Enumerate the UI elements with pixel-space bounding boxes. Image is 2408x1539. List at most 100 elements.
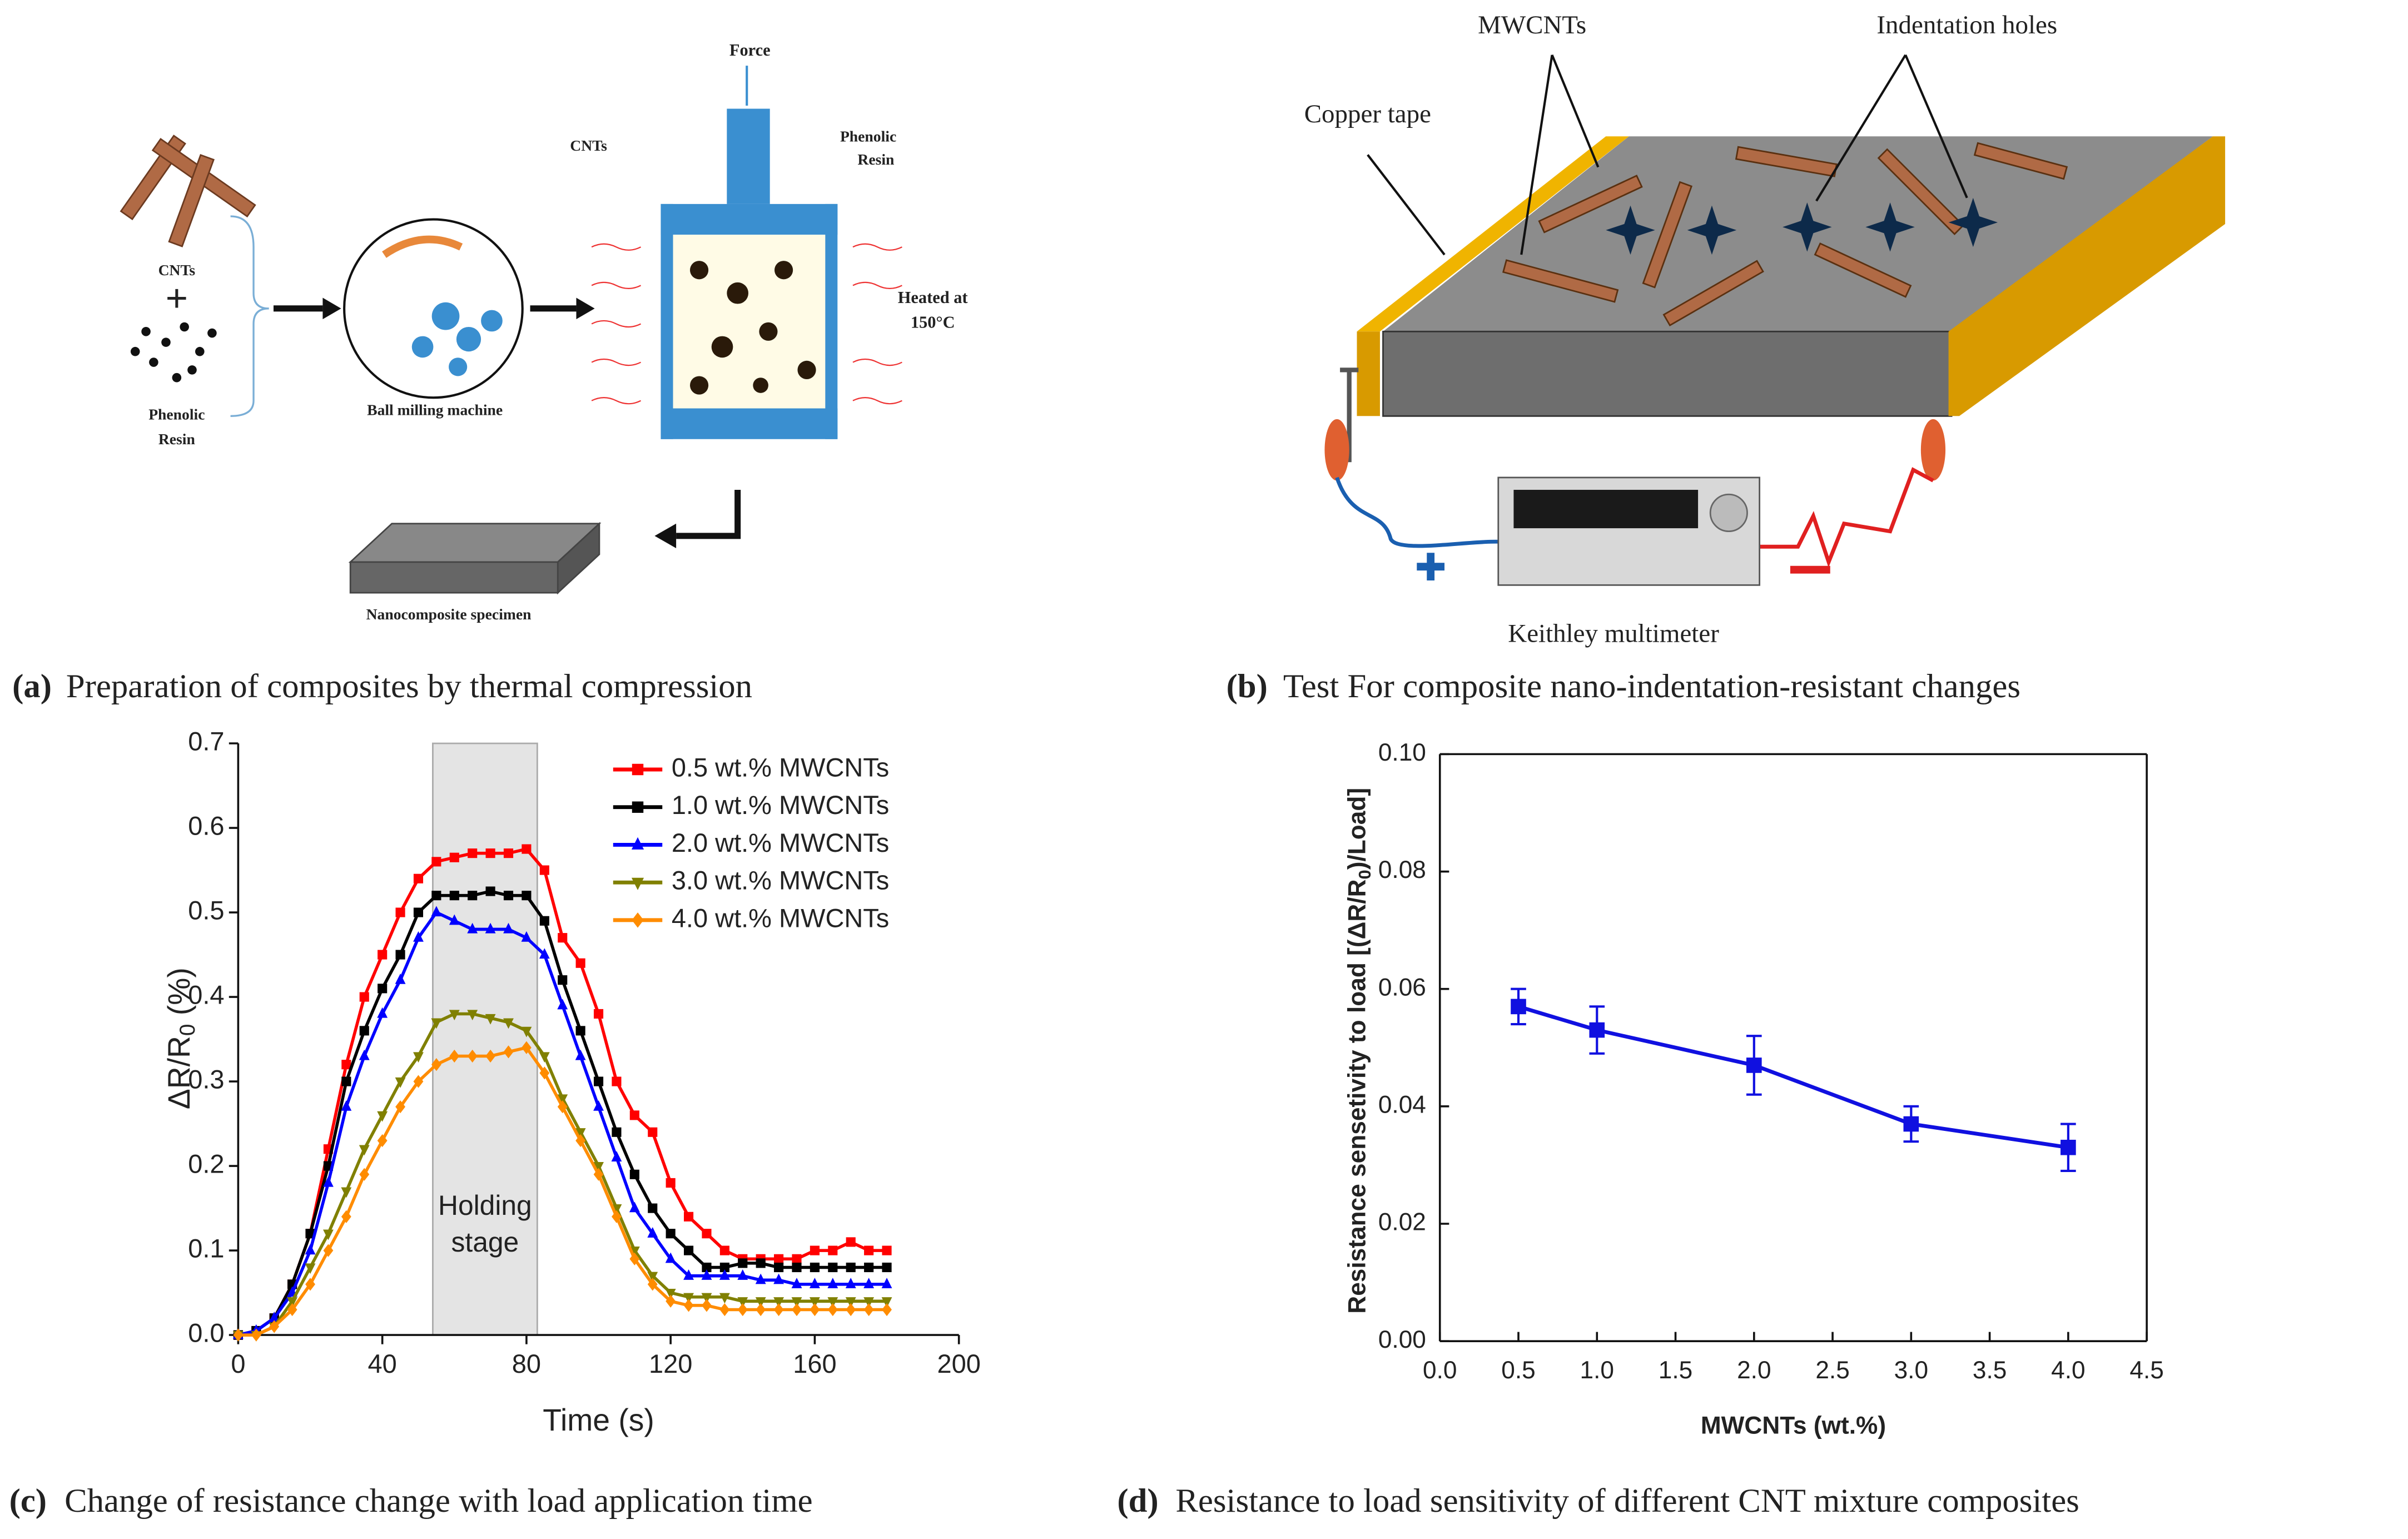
caption-label: (a): [12, 668, 52, 705]
marker: [251, 1328, 261, 1342]
marker: [881, 1278, 892, 1289]
marker: [359, 1145, 370, 1156]
wire: [1335, 476, 1506, 548]
plus-sign: [1417, 553, 1445, 581]
clip: [1340, 368, 1359, 463]
marker: [881, 1297, 892, 1308]
y-label-part: )/Load]: [1343, 788, 1371, 870]
marker: [593, 1161, 604, 1173]
marker: [539, 1052, 550, 1063]
label: Indentation holes: [1876, 11, 2057, 39]
marker: [755, 1273, 766, 1284]
marker: [773, 1303, 784, 1317]
marker: [539, 865, 549, 875]
marker: [395, 907, 405, 917]
caption: Preparation of composites by thermal com…: [66, 668, 752, 705]
y-tick-label: 0.00: [1378, 1326, 1426, 1353]
marker: [431, 1018, 442, 1029]
marker: [485, 848, 495, 858]
marker: [755, 1297, 766, 1308]
marker: [647, 1227, 658, 1238]
marker: [827, 1303, 838, 1317]
marker: [413, 873, 424, 883]
arrowhead: [654, 523, 677, 549]
marker: [287, 1286, 298, 1297]
marker: [431, 906, 442, 917]
marker: [611, 1151, 622, 1162]
marker: [395, 973, 406, 984]
x-tick-label: 1.0: [1580, 1357, 1614, 1384]
marker: [792, 1262, 802, 1273]
display: [1513, 489, 1699, 529]
y-tick-label: 0.2: [188, 1149, 224, 1178]
y-label-sub: 0: [1355, 870, 1374, 879]
marker: [683, 1212, 694, 1222]
marker: [774, 1262, 784, 1273]
y-tick-label: 0.6: [188, 811, 224, 840]
marker: [629, 1110, 639, 1120]
marker: [810, 1245, 820, 1255]
marker: [2061, 1139, 2076, 1155]
marker: [485, 922, 496, 934]
marker: [539, 1066, 550, 1080]
marker: [774, 1254, 784, 1264]
y-tick-label: 0.10: [1378, 739, 1426, 766]
marker: [863, 1278, 875, 1289]
label: Keithley multimeter: [1508, 619, 1719, 648]
marker: [756, 1258, 766, 1268]
y-tick-label: 0.4: [188, 980, 224, 1009]
marker: [359, 1026, 369, 1036]
marker: [575, 1049, 586, 1060]
marker: [647, 1278, 658, 1291]
marker: [539, 948, 550, 959]
marker: [846, 1237, 856, 1247]
diagram-b: MWCNTs Indentation holes Copper tape Kei…: [1304, 11, 2226, 648]
label: Force: [729, 41, 771, 59]
x-tick-label: 1.5: [1659, 1357, 1692, 1384]
marker: [809, 1297, 820, 1308]
marker: [521, 1026, 532, 1037]
marker: [719, 1269, 730, 1280]
marker: [792, 1254, 802, 1264]
y-tick-label: 0.1: [188, 1234, 224, 1263]
caption: Change of resistance change with load ap…: [64, 1482, 813, 1520]
marker: [341, 1076, 351, 1086]
legend-label: 3.0 wt.% MWCNTs: [672, 866, 889, 895]
x-tick-label: 200: [937, 1349, 980, 1378]
marker: [575, 1128, 586, 1139]
marker: [632, 801, 644, 813]
marker: [612, 1127, 622, 1137]
marker: [719, 1293, 730, 1304]
label: CNTs: [570, 137, 607, 154]
marker: [395, 1100, 405, 1114]
y-tick-label: 0.06: [1378, 974, 1426, 1001]
marker: [575, 1026, 585, 1036]
marker: [558, 975, 568, 985]
marker: [468, 891, 478, 901]
pointers: [1367, 54, 1968, 256]
marker: [575, 958, 585, 968]
line: [238, 1046, 887, 1337]
mold-top: [661, 203, 838, 235]
marker: [647, 1272, 658, 1283]
marker: [377, 1007, 388, 1018]
marker: [702, 1299, 712, 1312]
marker: [431, 857, 441, 867]
marker: [467, 922, 478, 934]
marker: [683, 1269, 694, 1280]
marker: [882, 1245, 892, 1255]
annotation: stage: [451, 1227, 519, 1258]
marker: [719, 1303, 730, 1317]
marker: [341, 1060, 351, 1070]
clip: [1324, 419, 1349, 481]
marker: [413, 931, 424, 942]
arrowhead: [576, 297, 595, 320]
marker: [413, 907, 424, 917]
marker: [810, 1262, 820, 1273]
y-tick-label: 0.08: [1378, 856, 1426, 883]
marker: [683, 1245, 694, 1255]
brace: [230, 215, 269, 417]
marker: [287, 1297, 298, 1308]
marker: [377, 1134, 388, 1148]
marker: [521, 931, 532, 942]
